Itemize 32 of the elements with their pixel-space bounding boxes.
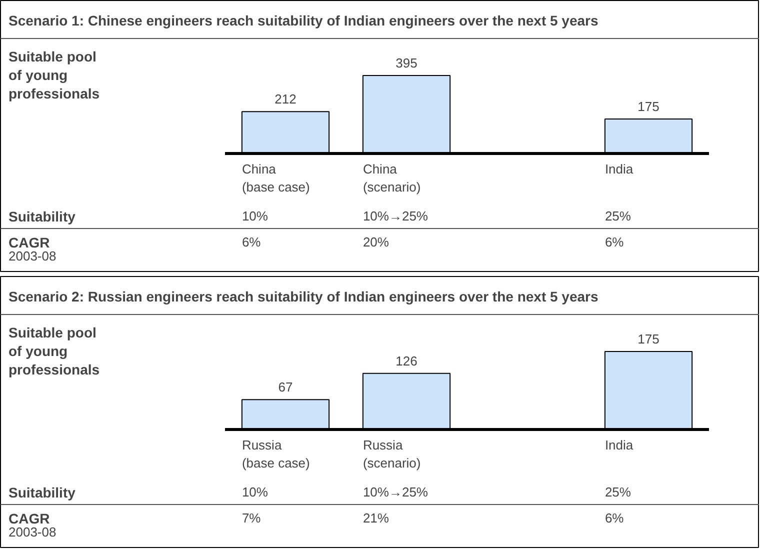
text: 25% [604, 484, 632, 500]
data-label: 395 [396, 56, 418, 70]
text: 7% [242, 510, 262, 526]
chart-title: Scenario 1: Chinese engineers reach suitability of Indian engineers over the next 5 years [8, 12, 598, 28]
data-label: 175 [638, 332, 660, 346]
x-tick-label: India [604, 438, 634, 452]
x-tick-label: Russia (scenario) [362, 438, 421, 470]
data-label: 67 [278, 380, 293, 395]
x-tick-label: China (base case) [242, 162, 310, 194]
text: 20% [362, 234, 390, 250]
text: CAGR 2003-08 [8, 510, 56, 540]
text: 10% [242, 208, 268, 224]
text: Suitability [8, 484, 76, 500]
data-label: 126 [396, 353, 418, 368]
x-tick-label: China (scenario) [362, 162, 421, 194]
x-tick-label: India [604, 162, 634, 176]
y-axis-title: Suitable pool of young professionals [8, 48, 100, 102]
text: 6% [604, 510, 624, 526]
text: 10%→25% [362, 484, 428, 500]
text: 6% [604, 234, 624, 250]
text: 25% [604, 208, 632, 224]
chart-title: Scenario 2: Russian engineers reach suitability of Indian engineers over the next 5 years [8, 288, 598, 304]
text: Suitability [8, 208, 76, 224]
data-label: 175 [638, 98, 660, 114]
text: 6% [242, 234, 262, 250]
y-axis-title: Suitable pool of young professionals [8, 324, 100, 378]
text: 10%→25% [362, 208, 428, 224]
x-tick-label: Russia (base case) [242, 438, 310, 470]
text: 10% [242, 484, 268, 500]
text: CAGR 2003-08 [8, 234, 56, 264]
data-label: 212 [274, 92, 296, 107]
text: 21% [362, 510, 390, 526]
